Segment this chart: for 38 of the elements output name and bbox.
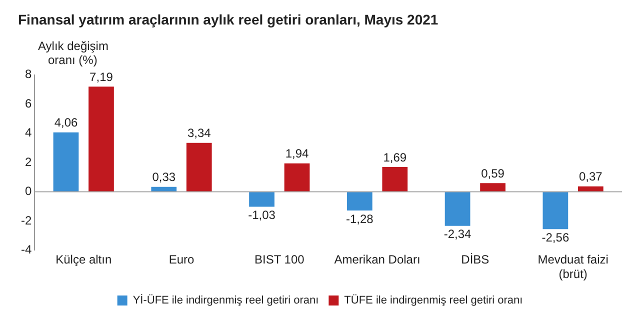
y-tick-label: -2 [21, 213, 32, 228]
bar [53, 132, 79, 192]
data-label: -2,56 [542, 230, 570, 244]
y-tick-label: 6 [24, 96, 32, 110]
legend-label: Yİ-ÜFE ile indirgenmiş reel getiri oranı [132, 294, 319, 307]
x-tick-label: Amerikan Doları [334, 252, 420, 267]
data-label: 1,94 [285, 146, 310, 161]
bar [88, 86, 114, 192]
bar [444, 192, 470, 226]
y-axis-title: Aylık değişim oranı (%) [38, 39, 108, 68]
x-tick-label: Mevduat faizi (brüt) [538, 252, 608, 282]
legend-label: TÜFE ile indirgenmiş reel getiri oranı [344, 294, 523, 307]
bar [186, 142, 212, 192]
data-label: 1,69 [383, 150, 407, 164]
bar [382, 167, 408, 192]
data-label: -1,03 [248, 208, 276, 222]
y-tick-label: -4 [21, 242, 32, 257]
data-label: 7,19 [90, 70, 114, 84]
y-tick-label: 0 [24, 184, 32, 198]
bar [542, 192, 568, 230]
y-tick-label: 8 [24, 67, 32, 82]
data-label: -1,28 [346, 212, 374, 226]
data-label: -2,34 [444, 227, 472, 242]
x-tick-label: Külçe altın [56, 252, 112, 267]
data-label: 3,34 [187, 126, 212, 140]
data-label: 0,33 [152, 170, 176, 184]
chart-title: Finansal yatırım araçlarının aylık reel getiri oranları, Mayıs 2021 [18, 11, 438, 28]
y-tick-label: 4 [24, 126, 32, 140]
data-label: 0,59 [481, 166, 505, 180]
data-label: 4,06 [54, 116, 78, 130]
x-tick-label: BIST 100 [254, 252, 305, 267]
data-label: 0,37 [578, 170, 603, 184]
bar [346, 192, 372, 210]
bar [284, 163, 310, 192]
bar [249, 192, 274, 207]
x-tick-label: Euro [168, 252, 194, 267]
x-tick-label: DİBS [461, 252, 490, 267]
y-tick-label: 2 [24, 154, 32, 169]
